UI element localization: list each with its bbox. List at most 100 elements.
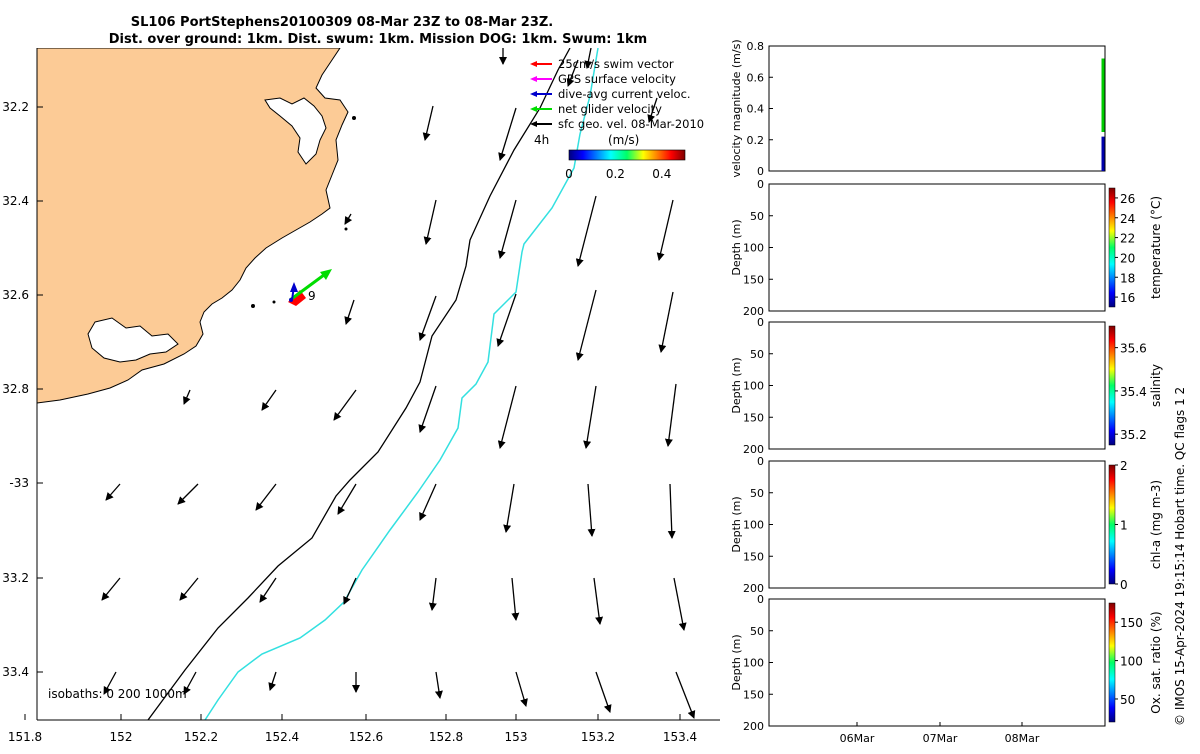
panel-5: 0 50 100 150 200 Depth (m) 50 100 150 Ox. sat. ra… — [730, 593, 1163, 745]
legend-arrowhead — [530, 61, 537, 67]
velocity-vector — [512, 578, 516, 620]
velocity-vector — [436, 672, 440, 698]
map-x-tick-label: 152.2 — [184, 730, 218, 744]
velocity-vector — [334, 390, 356, 420]
map-x-tick-label: 152.6 — [349, 730, 383, 744]
y-tick-label: 0.4 — [747, 103, 765, 116]
velocity-vector — [180, 578, 198, 600]
velocity-vector — [344, 578, 356, 604]
y-tick-label: 0 — [757, 455, 764, 468]
colorbar-label: temperature (°C) — [1149, 196, 1163, 299]
title-line-2: Dist. over ground: 1km. Dist. swum: 1km.… — [109, 32, 647, 47]
y-tick-label: 50 — [750, 487, 764, 500]
velocity-vector — [588, 484, 592, 536]
colorbar-tick-label: 22 — [1120, 232, 1135, 246]
colorbar-tick-label: 100 — [1120, 655, 1143, 669]
panel-frame — [769, 46, 1105, 171]
map-y-tick-label: 32.2 — [2, 100, 29, 114]
velocity-vector — [500, 386, 516, 448]
colorbar-tick-label: 35.4 — [1120, 385, 1147, 399]
legend-label: dive-avg current veloc. — [558, 87, 691, 101]
title-line-1: SL106 PortStephens20100309 08-Mar 23Z to… — [131, 15, 553, 30]
velocity-vector — [516, 672, 526, 706]
map-y-tick-label: 33.2 — [2, 571, 29, 585]
panel-1: 0 0.2 0.4 0.6 0.8 velocity magnitude (m/s) — [730, 39, 1105, 178]
legend-label: GPS surface velocity — [558, 72, 676, 86]
velocity-vector — [594, 578, 600, 624]
y-tick-label: 0 — [757, 165, 764, 178]
colorbar-tick-label: 35.6 — [1120, 342, 1147, 356]
velocity-vector — [106, 484, 120, 500]
y-tick-label: 50 — [750, 210, 764, 223]
panel-4: 050100150200Depth (m)012chl-a (mg m-3) — [730, 455, 1163, 595]
velocity-vector — [500, 200, 516, 258]
velocity-vector — [578, 196, 596, 266]
panel-2: 050100150200Depth (m)161820222426 tempera… — [730, 178, 1163, 318]
y-tick-label: 0.8 — [747, 40, 765, 53]
map-y-tick-label: -33 — [9, 476, 29, 490]
colorbar-tick-label: 35.2 — [1120, 428, 1147, 442]
colorbar-tick-label: 150 — [1120, 616, 1143, 630]
y-tick-label: 150 — [743, 550, 764, 563]
map-panel: 9 151.8 152 152.2 152.4 152.6 152.8 153 153.2 15… — [2, 48, 720, 744]
y-tick-label: 150 — [743, 688, 764, 701]
x-tick-label: 06Mar — [840, 732, 875, 745]
map-x-tick-label: 152.8 — [429, 730, 463, 744]
velocity-vector — [260, 578, 276, 602]
colorbar-label: chl-a (mg m-3) — [1149, 480, 1163, 569]
y-tick-label: 100 — [743, 657, 764, 670]
velocity-vector — [426, 200, 436, 244]
velocity-vector — [256, 484, 276, 510]
y-axis-label: velocity magnitude (m/s) — [730, 39, 743, 177]
velocity-vector — [659, 200, 673, 260]
speed-colorbar-ticks: 0 0.2 0.4 — [565, 167, 671, 181]
y-tick-label: 50 — [750, 348, 764, 361]
velocity-vector — [506, 484, 514, 532]
map-y-tick-label: 32.8 — [2, 382, 29, 396]
y-tick-label: 100 — [743, 380, 764, 393]
map-y-tick-label: 33.4 — [2, 665, 29, 679]
colorbar-tick-label: 0.2 — [606, 167, 625, 181]
y-tick-label: 0.6 — [747, 71, 765, 84]
velocity-vector — [432, 578, 436, 610]
map-x-tick-label: 151.8 — [8, 730, 42, 744]
colorbar-tick-label: 20 — [1120, 251, 1135, 265]
velocity-vector — [670, 484, 672, 538]
footer-credit: © IMOS 15-Apr-2024 19:15:14 Hobart time.… — [1173, 387, 1187, 726]
y-axis-label: Depth (m) — [730, 219, 743, 275]
velocity-vector — [661, 292, 673, 352]
velocity-vector — [668, 384, 676, 446]
y-tick-label: 0.2 — [747, 134, 765, 147]
velocity-vector — [586, 386, 596, 448]
map-x-tick-label: 153 — [505, 730, 528, 744]
velocity-vector — [178, 484, 198, 504]
velocity-vector — [500, 108, 516, 160]
map-y-tick-label: 32.4 — [2, 194, 29, 208]
time-series-panels: 0 0.2 0.4 0.6 0.8 velocity magnitude (m/s) 0 50… — [730, 39, 1163, 745]
y-tick-label: 0 — [757, 593, 764, 606]
colorbar-tick-label: 2 — [1120, 459, 1128, 473]
velocity-vector — [425, 106, 433, 140]
glider-label: 9 — [308, 289, 316, 303]
colorbar-unit: (m/s) — [608, 133, 639, 147]
colorbar — [1109, 465, 1115, 584]
map-x-ticks: 151.8 152 152.2 152.4 152.6 152.8 153 153.2 153.… — [8, 714, 697, 744]
y-tick-label: 0 — [757, 316, 764, 329]
velocity-vector — [676, 672, 694, 718]
map-x-tick-label: 152 — [110, 730, 133, 744]
colorbar-tick-label: 24 — [1120, 212, 1135, 226]
colorbar-tick-label: 50 — [1120, 693, 1135, 707]
y-tick-label: 0 — [757, 178, 764, 191]
colorbar-label: salinity — [1149, 364, 1163, 407]
legend-label: net glider velocity — [558, 102, 662, 116]
y-tick-label: 150 — [743, 411, 764, 424]
colorbar-tick-label: 26 — [1120, 192, 1135, 206]
panel-3: 050100150200Depth (m)35.235.435.6salinit… — [730, 316, 1163, 456]
map-x-tick-label: 153.4 — [663, 730, 697, 744]
y-tick-label: 100 — [743, 519, 764, 532]
legend-arrowhead — [530, 76, 537, 82]
y-tick-label: 100 — [743, 242, 764, 255]
colorbar-tick-label: 0 — [565, 167, 573, 181]
